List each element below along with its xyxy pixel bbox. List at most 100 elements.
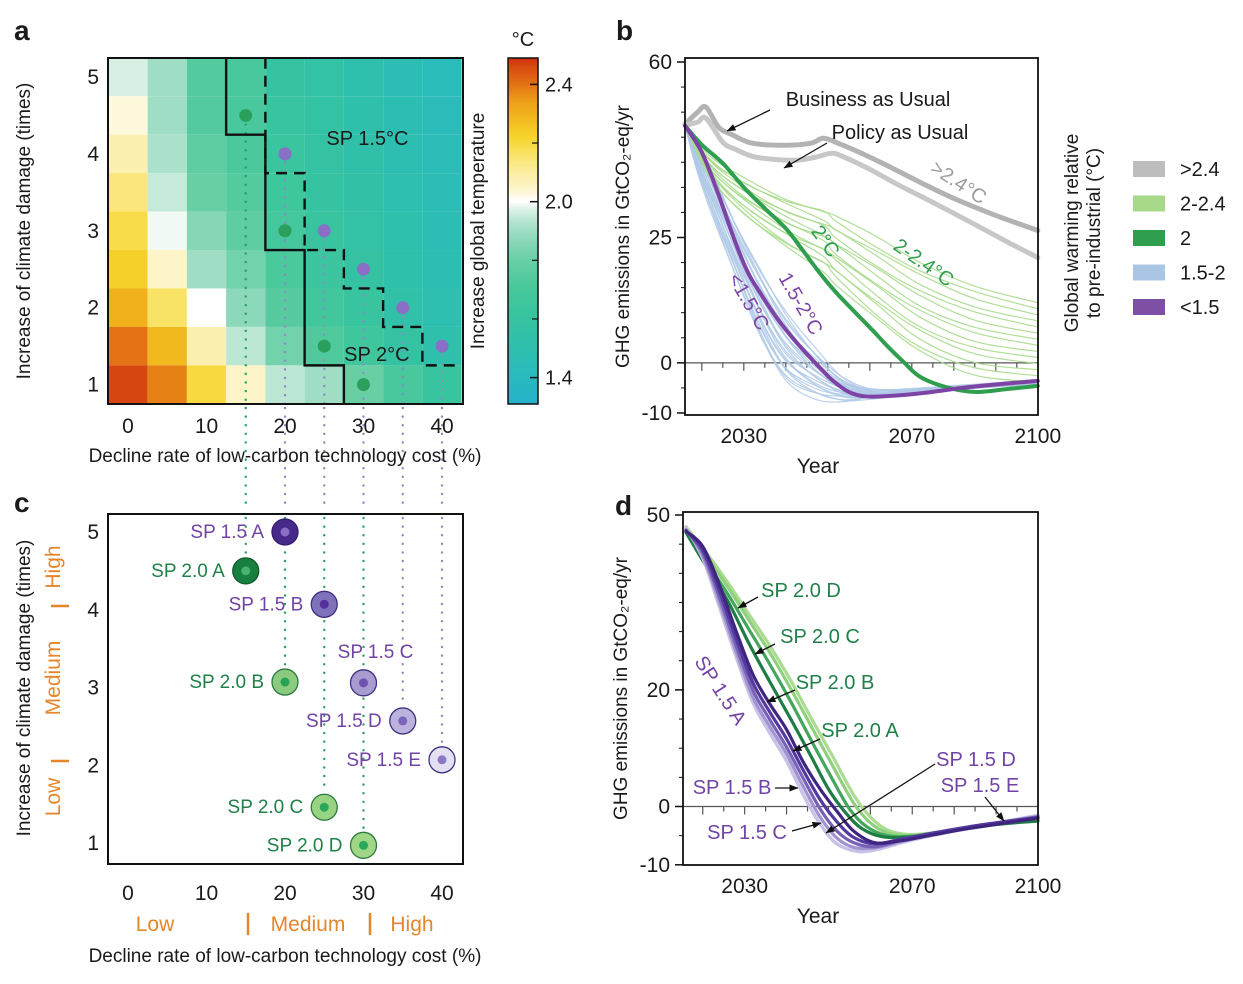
heatmap-cell [343, 134, 384, 174]
heatmap-cell [186, 365, 227, 404]
panel-d-annotation-arrow [737, 596, 759, 609]
colorbar-tick-label: 1.4 [545, 368, 573, 390]
a-x-tick-label: 10 [195, 415, 218, 438]
panel-d-y-tick-label: -10 [640, 854, 670, 877]
a-x-axis-title: Decline rate of low-carbon technology co… [89, 446, 482, 467]
a-y-tick-label: 2 [87, 297, 99, 320]
heatmap-cell [186, 326, 227, 366]
a-x-tick-label: 20 [273, 415, 296, 438]
y-band-label: Medium [42, 641, 65, 716]
panel-d-y-tick-label: 20 [647, 679, 670, 702]
heatmap-cell [304, 134, 344, 174]
a-x-tick-label: 30 [352, 415, 375, 438]
heatmap-cell [383, 250, 423, 289]
legend-title-line: Global warming relative [1062, 134, 1083, 333]
heatmap-cell [108, 288, 148, 327]
x-band-label: Low [136, 913, 175, 936]
panel-b-legend: Global warming relative to pre-industrial… [1062, 134, 1226, 333]
panel-d-annotation-arrow [766, 689, 796, 703]
panel-b-x-tick-label: 2030 [720, 425, 767, 448]
panel-d-annotation: SP 2.0 D [761, 580, 841, 602]
series-sp-1.5-b [684, 529, 1040, 846]
bundle-line-2-2.4 [684, 125, 1039, 359]
heatmap-cell [108, 96, 148, 135]
series-2 [683, 123, 1040, 394]
heatmap-cell [422, 250, 462, 289]
panel-b-x-tick-label: 2100 [1014, 425, 1061, 448]
bundle-line-1.5-2 [684, 125, 1039, 403]
heatmap-cell [343, 173, 384, 212]
panel-b-frame [684, 57, 1039, 416]
colorbar-tick-label: 2.4 [545, 74, 573, 96]
heatmap-cell [186, 96, 227, 135]
heatmap-cell [147, 58, 187, 97]
panel-b-annotation-arrow [726, 109, 771, 132]
legend-entry-label: 2 [1180, 228, 1191, 250]
scenario-point-inner [437, 755, 447, 765]
legend-title-line: to pre-industrial (°C) [1084, 148, 1105, 318]
c-y-tick-label: 1 [87, 832, 99, 855]
heatmap-cell [422, 288, 462, 327]
scenario-point-label: SP 2.0 B [189, 672, 264, 693]
heatmap-cell [383, 211, 423, 251]
sp15-dot [357, 262, 370, 276]
sp15-boundary-dashed [264, 57, 462, 367]
series-policy-as-usual [682, 114, 1041, 261]
sp15-dot [435, 339, 449, 353]
panel-b-y-tick-label: 0 [660, 352, 672, 375]
legend-swatch-<1.5 [1133, 299, 1165, 315]
heatmap-cell [422, 134, 462, 174]
heatmap-cell [186, 134, 227, 174]
panel-b-x-axis-title: Year [797, 455, 839, 478]
panel-a-letter: a [14, 15, 30, 46]
panel-b-annotation-arrow [783, 142, 828, 169]
bundle-line-2-2.4 [684, 125, 1039, 383]
sp2-dot [317, 339, 331, 353]
panel-b-y-tick-label: 60 [649, 51, 672, 74]
heatmap-cell [265, 96, 305, 135]
legend-swatch-2 [1133, 230, 1165, 246]
colorbar-bar [507, 57, 539, 405]
c-y-tick-label: 5 [87, 521, 99, 544]
y-band-label: Low [42, 777, 65, 816]
scenario-point-inner [319, 599, 329, 609]
c-x-tick-label: 10 [195, 882, 218, 905]
a-y-axis-title: Increase of climate damage (times) [14, 83, 35, 380]
scenario-point-inner [280, 677, 290, 687]
panel-d-annotation: SP 1.5 D [936, 749, 1016, 771]
scenario-point-inner [241, 566, 251, 576]
colorbar-title: °C [512, 29, 534, 51]
panel-d-annotation-arrow [791, 821, 822, 832]
bundle-line-2-2.4 [684, 125, 1039, 316]
scenario-point-label: SP 2.0 A [151, 561, 225, 582]
panel-b-y-tick-label: 25 [649, 226, 672, 249]
heatmap-cell [108, 250, 148, 289]
legend-swatch-2-2.4 [1133, 195, 1165, 212]
c-x-tick-label: 20 [273, 882, 296, 905]
heatmap-cell [108, 326, 148, 366]
panel-d-frame [682, 511, 1039, 866]
heatmap-cell [226, 326, 266, 366]
panel-d-x-tick-label: 2070 [889, 875, 936, 898]
panel-d-annotation: SP 2.0 A [821, 720, 899, 742]
legend-swatch->2.4 [1133, 161, 1165, 177]
panel-d-annotation: SP 1.5 E [941, 775, 1020, 797]
a-y-tick-label: 1 [87, 374, 99, 397]
panel-b-annotation: Business as Usual [786, 89, 951, 111]
panel-d-x-tick-label: 2100 [1015, 875, 1062, 898]
c-x-tick-label: 40 [430, 882, 453, 905]
panel-b-annotation: Policy as Usual [832, 122, 969, 144]
heatmap-cell [226, 58, 266, 97]
heatmap-cell [147, 365, 187, 404]
legend-entry-label: 1.5-2 [1180, 263, 1226, 285]
heatmap-cell [186, 250, 227, 289]
c-y-axis-title: Increase of climate damage (times) [14, 540, 35, 837]
c-x-axis-title: Decline rate of low-carbon technology co… [89, 946, 482, 967]
heatmap-cell [147, 134, 187, 174]
heatmap-cell [265, 365, 305, 404]
heatmap-cell [108, 134, 148, 174]
panel-c: c SP 1.5 A SP 2.0 ASP 1.5 B SP 2.0 B SP 1.5 … [14, 487, 481, 967]
panel-d-annotation-arrow [825, 763, 936, 834]
scenario-point-label: SP 1.5 E [346, 750, 421, 771]
